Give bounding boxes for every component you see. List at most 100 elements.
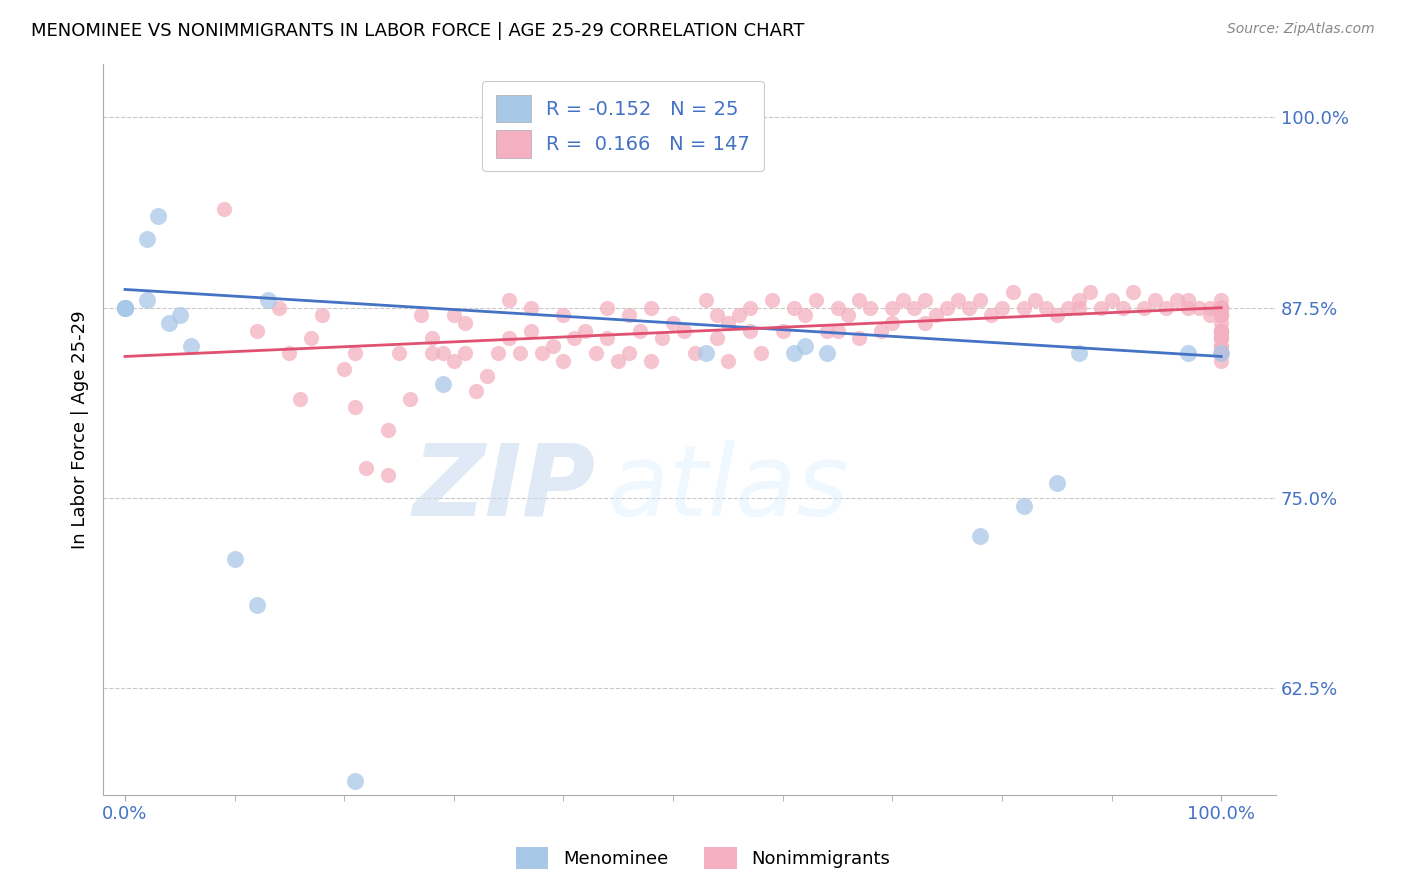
Point — [1211, 346, 1233, 360]
Point — [1211, 324, 1233, 338]
Point — [619, 346, 641, 360]
Point — [1211, 301, 1233, 315]
Point — [1211, 346, 1233, 360]
Point — [409, 309, 432, 323]
Point — [1211, 346, 1233, 360]
Point — [1211, 301, 1233, 315]
Point — [695, 293, 717, 307]
Point — [738, 301, 761, 315]
Point — [454, 316, 477, 330]
Point — [541, 339, 564, 353]
Point — [420, 331, 443, 345]
Point — [793, 339, 815, 353]
Point — [1211, 331, 1233, 345]
Point — [891, 293, 914, 307]
Point — [1177, 346, 1199, 360]
Point — [1211, 339, 1233, 353]
Point — [1211, 309, 1233, 323]
Point — [553, 309, 575, 323]
Point — [509, 346, 531, 360]
Point — [1199, 301, 1222, 315]
Point — [432, 346, 454, 360]
Point — [1012, 301, 1035, 315]
Point — [212, 202, 235, 216]
Point — [1211, 324, 1233, 338]
Point — [553, 354, 575, 368]
Point — [596, 301, 619, 315]
Point — [1067, 301, 1090, 315]
Point — [793, 309, 815, 323]
Point — [914, 316, 936, 330]
Point — [1211, 301, 1233, 315]
Point — [1211, 293, 1233, 307]
Point — [1211, 309, 1233, 323]
Point — [443, 309, 465, 323]
Point — [1001, 285, 1024, 300]
Point — [299, 331, 322, 345]
Point — [256, 293, 278, 307]
Point — [377, 423, 399, 437]
Point — [114, 301, 136, 315]
Point — [1067, 346, 1090, 360]
Point — [443, 354, 465, 368]
Point — [882, 301, 904, 315]
Point — [420, 346, 443, 360]
Point — [1211, 324, 1233, 338]
Point — [619, 309, 641, 323]
Point — [245, 324, 267, 338]
Point — [717, 316, 740, 330]
Point — [827, 301, 849, 315]
Point — [475, 369, 498, 384]
Point — [311, 309, 333, 323]
Point — [1122, 285, 1144, 300]
Point — [903, 301, 925, 315]
Point — [1211, 331, 1233, 345]
Point — [728, 309, 751, 323]
Point — [1211, 324, 1233, 338]
Point — [1211, 309, 1233, 323]
Point — [146, 210, 169, 224]
Text: ZIP: ZIP — [413, 440, 596, 537]
Point — [717, 354, 740, 368]
Point — [683, 346, 706, 360]
Point — [969, 293, 991, 307]
Point — [1012, 499, 1035, 513]
Point — [946, 293, 969, 307]
Point — [782, 301, 804, 315]
Point — [333, 361, 356, 376]
Point — [432, 376, 454, 391]
Point — [454, 346, 477, 360]
Point — [640, 354, 662, 368]
Point — [388, 346, 411, 360]
Point — [706, 331, 728, 345]
Point — [936, 301, 959, 315]
Point — [969, 529, 991, 543]
Legend: R = -0.152   N = 25, R =  0.166   N = 147: R = -0.152 N = 25, R = 0.166 N = 147 — [482, 81, 763, 171]
Point — [354, 460, 377, 475]
Point — [519, 301, 541, 315]
Point — [498, 331, 520, 345]
Point — [815, 346, 838, 360]
Point — [882, 316, 904, 330]
Point — [1211, 346, 1233, 360]
Point — [344, 400, 367, 414]
Point — [827, 324, 849, 338]
Point — [399, 392, 422, 406]
Point — [180, 339, 202, 353]
Point — [1166, 293, 1188, 307]
Point — [980, 309, 1002, 323]
Point — [815, 324, 838, 338]
Point — [914, 293, 936, 307]
Text: Source: ZipAtlas.com: Source: ZipAtlas.com — [1227, 22, 1375, 37]
Point — [267, 301, 290, 315]
Point — [1211, 301, 1233, 315]
Point — [169, 309, 191, 323]
Point — [1211, 324, 1233, 338]
Point — [1046, 309, 1069, 323]
Point — [848, 293, 870, 307]
Point — [749, 346, 772, 360]
Point — [607, 354, 630, 368]
Point — [564, 331, 586, 345]
Point — [925, 309, 948, 323]
Point — [628, 324, 651, 338]
